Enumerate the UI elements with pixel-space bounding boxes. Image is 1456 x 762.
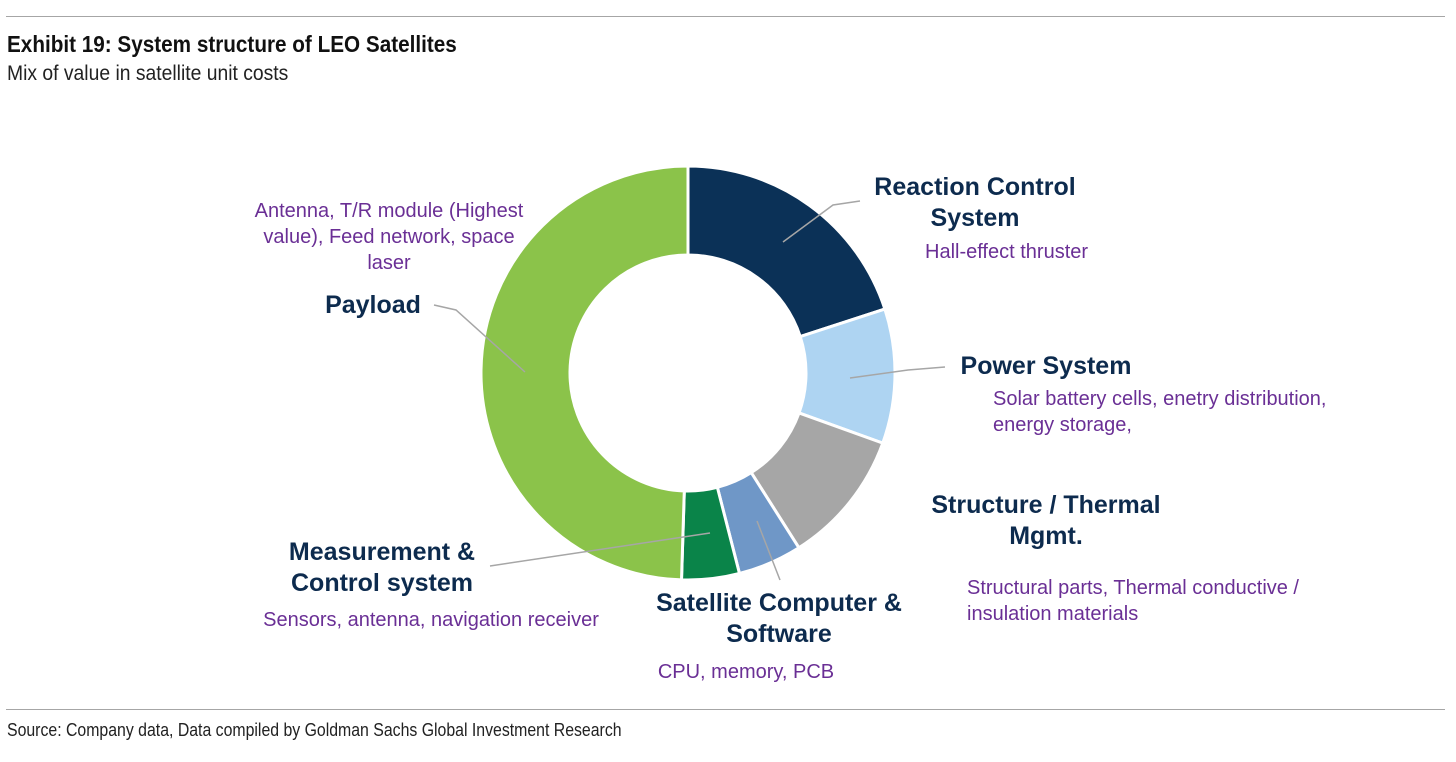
- chart-title: Exhibit 19: System structure of LEO Sate…: [7, 31, 457, 57]
- label-structure-thermal-mgmt: Structure / Thermal Mgmt.: [931, 491, 1160, 550]
- donut-chart: Reaction Control System Hall-effect thrust…: [255, 164, 1327, 683]
- donut-slices: [479, 164, 897, 582]
- chart-subtitle: Mix of value in satellite unit costs: [7, 62, 289, 85]
- leader-line-power-system: [849, 366, 946, 379]
- leader-line-reaction-control-system: [782, 200, 861, 243]
- slice-labels: Reaction Control System Hall-effect thrust…: [255, 173, 1327, 683]
- description-structure-thermal-mgmt: Structural parts, Thermal conductive / in…: [967, 577, 1299, 625]
- leader-line-measurement-and-control-system: [489, 532, 711, 567]
- description-satellite-computer-and-software: CPU, memory, PCB: [658, 661, 834, 683]
- label-power-system: Power System: [961, 352, 1132, 380]
- slice-payload: [479, 164, 690, 582]
- label-payload: Payload: [325, 291, 421, 319]
- bottom-rule: [6, 709, 1445, 710]
- source-note: Source: Company data, Data compiled by G…: [7, 720, 622, 740]
- leader-line-payload: [433, 304, 526, 373]
- description-reaction-control-system: Hall-effect thruster: [925, 241, 1088, 263]
- leader-line-satellite-computer-and-software: [756, 520, 781, 581]
- description-measurement-and-control-system: Sensors, antenna, navigation receiver: [263, 609, 599, 631]
- label-reaction-control-system: Reaction Control System: [874, 173, 1075, 232]
- top-rule: [6, 16, 1445, 17]
- description-power-system: Solar battery cells, enetry distribution…: [993, 388, 1327, 436]
- leader-lines: [433, 200, 946, 581]
- label-measurement-and-control-system: Measurement & Control system: [289, 538, 475, 597]
- label-satellite-computer-and-software: Satellite Computer & Software: [656, 589, 902, 648]
- slice-reaction-control-system: [686, 164, 887, 339]
- description-payload: Antenna, T/R module (Highest value), Feed…: [255, 200, 524, 274]
